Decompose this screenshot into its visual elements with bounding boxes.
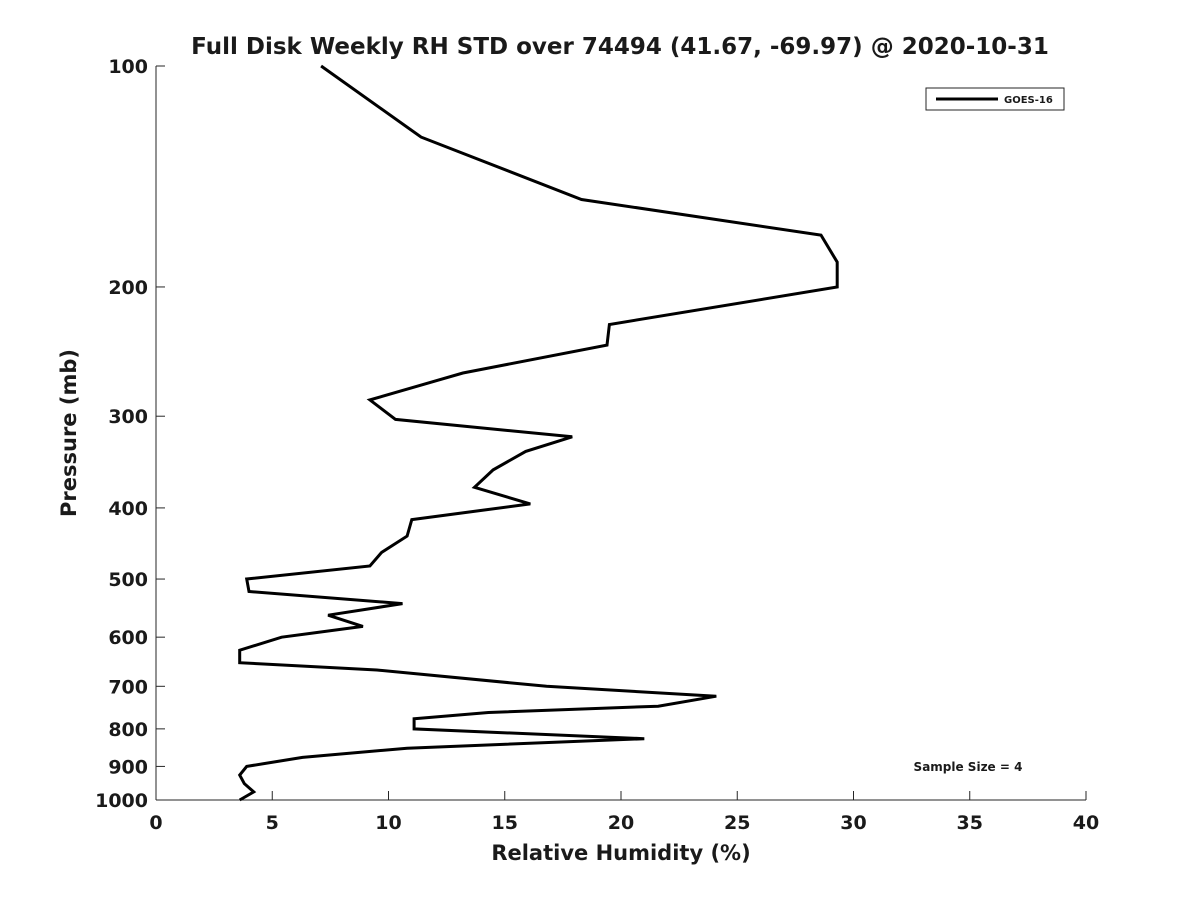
chart-title: Full Disk Weekly RH STD over 74494 (41.6… <box>191 34 1049 60</box>
sample-size-annotation: Sample Size = 4 <box>914 760 1023 774</box>
legend: GOES-16 <box>925 87 1065 111</box>
y-tick-label: 300 <box>108 406 148 428</box>
x-tick-label: 35 <box>957 812 983 834</box>
y-tick-label: 100 <box>108 56 148 78</box>
y-tick-label: 600 <box>108 627 148 649</box>
x-tick-label: 15 <box>492 812 518 834</box>
y-tick-label: 500 <box>108 569 148 591</box>
x-ticks: 0 5 10 15 20 25 30 35 40 <box>149 791 1099 834</box>
x-tick-label: 40 <box>1073 812 1099 834</box>
x-tick-label: 0 <box>149 812 162 834</box>
x-tick-label: 30 <box>840 812 866 834</box>
legend-label-goes-16: GOES-16 <box>1004 95 1053 106</box>
y-axis-label: Pressure (mb) <box>57 349 81 517</box>
y-tick-label: 1000 <box>95 790 148 812</box>
x-tick-label: 10 <box>375 812 401 834</box>
series-line-goes-16 <box>237 64 839 802</box>
x-axis-label: Relative Humidity (%) <box>491 841 750 865</box>
y-tick-label: 400 <box>108 498 148 520</box>
y-ticks: 100 200 300 400 500 600 700 800 900 1000 <box>95 56 165 812</box>
y-tick-label: 200 <box>108 277 148 299</box>
series-layer <box>237 64 839 802</box>
x-tick-label: 20 <box>608 812 634 834</box>
y-tick-label: 800 <box>108 719 148 741</box>
y-tick-label: 900 <box>108 756 148 778</box>
x-tick-label: 5 <box>266 812 279 834</box>
y-tick-label: 700 <box>108 676 148 698</box>
x-tick-label: 25 <box>724 812 750 834</box>
